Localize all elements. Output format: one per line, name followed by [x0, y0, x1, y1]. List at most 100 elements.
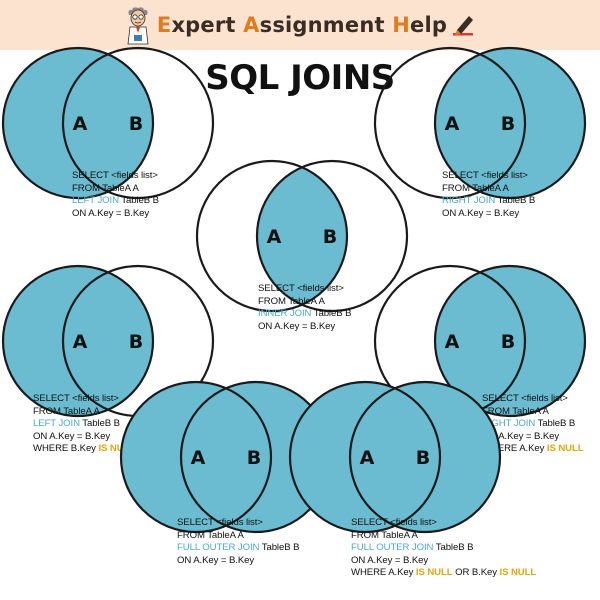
- sql-text: SELECT <fields list>: [351, 517, 437, 528]
- sql-text: SELECT <fields list>: [258, 283, 344, 294]
- right-excl-join-label-a: A: [445, 331, 460, 353]
- sql-line: ON A.Key = B.Key: [177, 555, 299, 568]
- sql-line: FROM TableA A: [72, 183, 159, 196]
- right-join-sql-code: SELECT <fields list> FROM TableA A RIGHT J…: [442, 170, 535, 220]
- left-join-circle-a: [1, 46, 155, 200]
- sql-line: SELECT <fields list>: [482, 393, 584, 406]
- sql-text: FROM TableA A: [442, 182, 509, 194]
- sql-text: TableB B: [433, 542, 474, 554]
- brand-name-part: elp: [410, 13, 448, 37]
- brand-name-part: xpert: [171, 13, 244, 37]
- sql-keyword: FULL OUTER JOIN: [351, 542, 434, 554]
- right-join-region-intersection: [435, 54, 525, 192]
- sql-null-keyword: IS NULL: [98, 443, 136, 455]
- sql-text: FROM TableA A: [482, 405, 549, 417]
- full-outer-excl-join-circle-a: [288, 380, 442, 534]
- brand-logo: Expert Assignment Help: [123, 5, 477, 45]
- sql-line: RIGHT JOIN TableB B: [482, 418, 584, 431]
- right-join-label-a: A: [445, 113, 460, 135]
- left-excl-join-circle-a: [1, 264, 155, 418]
- sql-line: LEFT JOIN TableB B: [72, 195, 159, 208]
- full-outer-join-circle-a: [119, 380, 273, 534]
- left-join-region-intersection: [63, 54, 153, 192]
- sql-line: WHERE A.Key IS NULL: [482, 443, 584, 456]
- brand-name-part: A: [243, 13, 260, 37]
- sql-line: ON A.Key = B.Key: [258, 321, 351, 334]
- brand-name: Expert Assignment Help: [157, 13, 447, 37]
- sql-line: ON A.Key = B.Key: [351, 555, 536, 568]
- sql-text: ON A.Key = B.Key: [177, 554, 255, 566]
- sql-null-keyword: IS NULL: [415, 567, 453, 579]
- sql-text: ON A.Key = B.Key: [482, 430, 560, 442]
- brand-name-part: ssignment: [259, 13, 393, 37]
- sql-line: FROM TableA A: [177, 530, 299, 543]
- right-excl-join-sql-code: SELECT <fields list> FROM TableA A RIGHT J…: [482, 393, 584, 456]
- left-excl-join-sql-code: SELECT <fields list> FROM TableA A LEFT JO…: [33, 393, 135, 456]
- full-outer-join-region-intersection: [181, 388, 271, 526]
- left-join-sql-code: SELECT <fields list> FROM TableA A LEFT JO…: [72, 170, 159, 220]
- left-join-circle-b: [61, 46, 215, 200]
- sql-text: FROM TableA A: [177, 529, 244, 541]
- sql-line: RIGHT JOIN TableB B: [442, 195, 535, 208]
- pen-icon: [453, 16, 474, 36]
- sql-text: TableB B: [495, 195, 536, 207]
- sql-line: FULL OUTER JOIN TableB B: [177, 542, 299, 555]
- sql-text: TableB B: [259, 542, 300, 554]
- sql-line: WHERE B.Key IS NULL: [33, 443, 135, 456]
- sql-null-keyword: IS NULL: [546, 443, 584, 455]
- full-outer-excl-join-circle-b: [348, 380, 502, 534]
- sql-keyword: FULL OUTER JOIN: [177, 542, 260, 554]
- sql-line: FROM TableA A: [442, 183, 535, 196]
- sql-text: FROM TableA A: [351, 529, 418, 541]
- sql-text: FROM TableA A: [72, 182, 139, 194]
- sql-line: SELECT <fields list>: [258, 283, 351, 296]
- sql-line: SELECT <fields list>: [442, 170, 535, 183]
- right-excl-join-circle-b: [433, 264, 587, 418]
- full-outer-join-sql-code: SELECT <fields list> FROM TableA A FULL OU…: [177, 517, 299, 567]
- sql-text: ON A.Key = B.Key: [442, 207, 520, 219]
- inner-join-label-a: A: [267, 226, 282, 248]
- sql-line: ON A.Key = B.Key: [33, 431, 135, 444]
- sql-text: FROM TableA A: [33, 405, 100, 417]
- sql-line: FROM TableA A: [482, 406, 584, 419]
- full-outer-join-circle-b: [179, 380, 333, 534]
- inner-join-circle-b: [255, 159, 409, 313]
- full-outer-join-label-a: A: [191, 447, 206, 469]
- sql-line: INNER JOIN TableB B: [258, 308, 351, 321]
- sql-text: SELECT <fields list>: [442, 170, 528, 181]
- brand-name-part: E: [156, 13, 172, 37]
- sql-line: SELECT <fields list>: [72, 170, 159, 183]
- sql-line: FROM TableA A: [33, 406, 135, 419]
- page-title: SQL JOINS: [205, 58, 395, 98]
- sql-text: SELECT <fields list>: [72, 170, 158, 181]
- sql-line: FULL OUTER JOIN TableB B: [351, 542, 536, 555]
- sql-keyword: LEFT JOIN: [72, 195, 119, 207]
- sql-line: ON A.Key = B.Key: [72, 208, 159, 221]
- sql-text: SELECT <fields list>: [33, 393, 119, 404]
- sql-text: WHERE B.Key: [33, 443, 99, 455]
- sql-text: ON A.Key = B.Key: [258, 320, 336, 332]
- inner-join-circle-a: [195, 159, 349, 313]
- inner-join-region-intersection: [257, 167, 347, 305]
- left-excl-join-label-b: B: [129, 331, 143, 353]
- full-outer-join-label-b: B: [247, 447, 261, 469]
- sql-text: FROM TableA A: [258, 295, 325, 307]
- sql-text: ON A.Key = B.Key: [351, 554, 429, 566]
- sql-text: ON A.Key = B.Key: [33, 430, 111, 442]
- sql-text: TableB B: [535, 418, 576, 430]
- sql-text: TableB B: [311, 308, 352, 320]
- sql-line: FROM TableA A: [351, 530, 536, 543]
- professor-mascot-icon: [127, 7, 149, 45]
- sql-text: SELECT <fields list>: [177, 517, 263, 528]
- right-join-circle-a: [373, 46, 527, 200]
- sql-keyword: INNER JOIN: [258, 308, 312, 320]
- right-excl-join-region-b-only: [435, 266, 585, 416]
- sql-text: WHERE A.Key: [482, 443, 547, 455]
- sql-keyword: RIGHT JOIN: [442, 195, 496, 207]
